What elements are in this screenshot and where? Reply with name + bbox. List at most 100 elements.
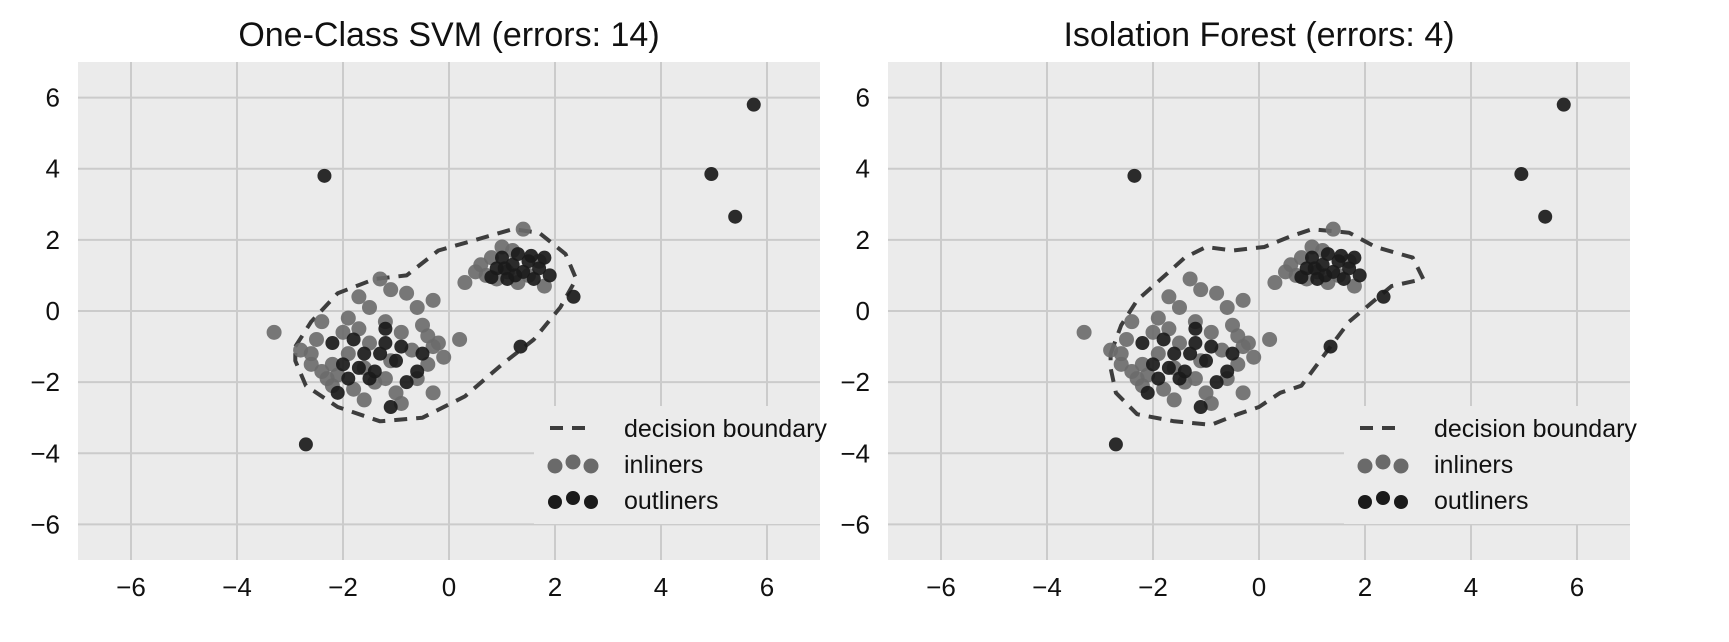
outlier-point [1193,400,1208,415]
inlier-point [1235,385,1251,401]
inlier-point [1293,250,1309,266]
inlier-point [340,346,356,362]
legend-inlier-swatch [547,458,563,474]
y-tick-label: 6 [46,83,60,113]
outlier-point [537,250,552,265]
outlier-point [1204,339,1219,354]
outlier-point [1146,357,1160,372]
inlier-point [372,271,388,287]
legend-outlier-swatch [548,495,562,509]
legend-inlier-swatch [565,454,581,470]
outlier-point [357,346,372,361]
outlier-point [1140,385,1155,400]
outlier-point [1307,261,1322,276]
outlier-point [526,271,541,286]
outlier-point [1127,168,1142,183]
legend-outlier-swatch [1394,495,1408,509]
outlier-point [351,360,366,375]
outlier-point [1556,97,1571,112]
outlier-point [1188,336,1203,351]
inlier-point [393,324,409,340]
x-tick-label: −2 [328,572,358,602]
y-tick-label: −6 [840,509,870,539]
x-tick-label: −6 [116,572,146,602]
outlier-point [1183,346,1198,361]
outlier-point [1336,271,1351,286]
outlier-point [524,248,539,263]
inlier-point [1235,292,1251,308]
inlier-point [293,342,309,358]
inlier-point [1145,324,1161,340]
outlier-point [513,339,528,354]
inlier-point [1161,321,1177,337]
inlier-point [1209,285,1225,301]
outlier-point [1352,268,1367,283]
inlier-point [1103,342,1119,358]
outlier-point [495,250,509,265]
outlier-point [1347,250,1362,265]
outlier-point [383,400,398,415]
inlier-point [383,282,399,298]
outlier-point [510,247,525,262]
inlier-point [1150,346,1166,362]
inlier-point [362,299,377,315]
outlier-point [728,209,743,224]
outlier-point [1342,261,1357,276]
outlier-point [1209,375,1224,390]
inlier-point [1182,271,1198,287]
outlier-point [1199,353,1213,368]
outlier-point [1305,250,1319,265]
inlier-point [1193,282,1209,298]
outlier-point [1514,167,1529,182]
outlier-point [1318,268,1333,283]
inlier-point [319,371,335,387]
outlier-point [1334,248,1349,263]
x-tick-label: −2 [1138,572,1168,602]
inlier-point [1235,339,1251,355]
inlier-point [309,331,324,347]
inlier-point [1156,381,1172,397]
outlier-point [389,353,403,368]
inlier-point [1161,289,1177,305]
outlier-point [704,167,719,182]
outlier-point [1172,371,1187,386]
outlier-point [746,97,761,112]
inlier-point [340,310,356,326]
inlier-point [1113,356,1129,372]
outlier-point [394,339,409,354]
legend-label: decision boundary [624,415,827,443]
chart-panel: −6 −4 −2 0 2 4 6 −6 −4 −2 0 2 4 6 Isolation Forest (er… [840,16,1637,602]
legend-label: decision boundary [1434,415,1637,443]
y-tick-label: −4 [840,438,870,468]
outlier-point [1161,360,1176,375]
outlier-point [341,371,356,386]
inlier-point [1166,392,1182,408]
inlier-point [1076,324,1092,340]
inlier-point [1187,371,1203,387]
inlier-point [425,292,441,308]
legend-background [534,406,820,524]
outlier-point [378,321,393,336]
outlier-point [1376,289,1391,304]
y-tick-label: 6 [856,83,870,113]
legend-inlier-swatch [1375,454,1391,470]
legend-outlier-swatch [566,491,580,505]
outlier-point [566,289,581,304]
outlier-point [484,270,499,285]
decision-boundary-line [1108,227,1426,427]
outlier-point [1323,339,1338,354]
outlier-point [1220,364,1235,379]
inlier-point [266,324,282,340]
inlier-point [1346,278,1362,294]
outlier-point [336,357,350,372]
x-tick-label: −6 [926,572,956,602]
y-tick-label: −2 [30,367,60,397]
inlier-point [1172,335,1187,351]
outlier-point [1294,270,1309,285]
inlier-point [1219,299,1235,315]
inlier-point [1129,371,1145,387]
x-tick-label: 4 [654,572,668,602]
outlier-point [508,268,523,283]
